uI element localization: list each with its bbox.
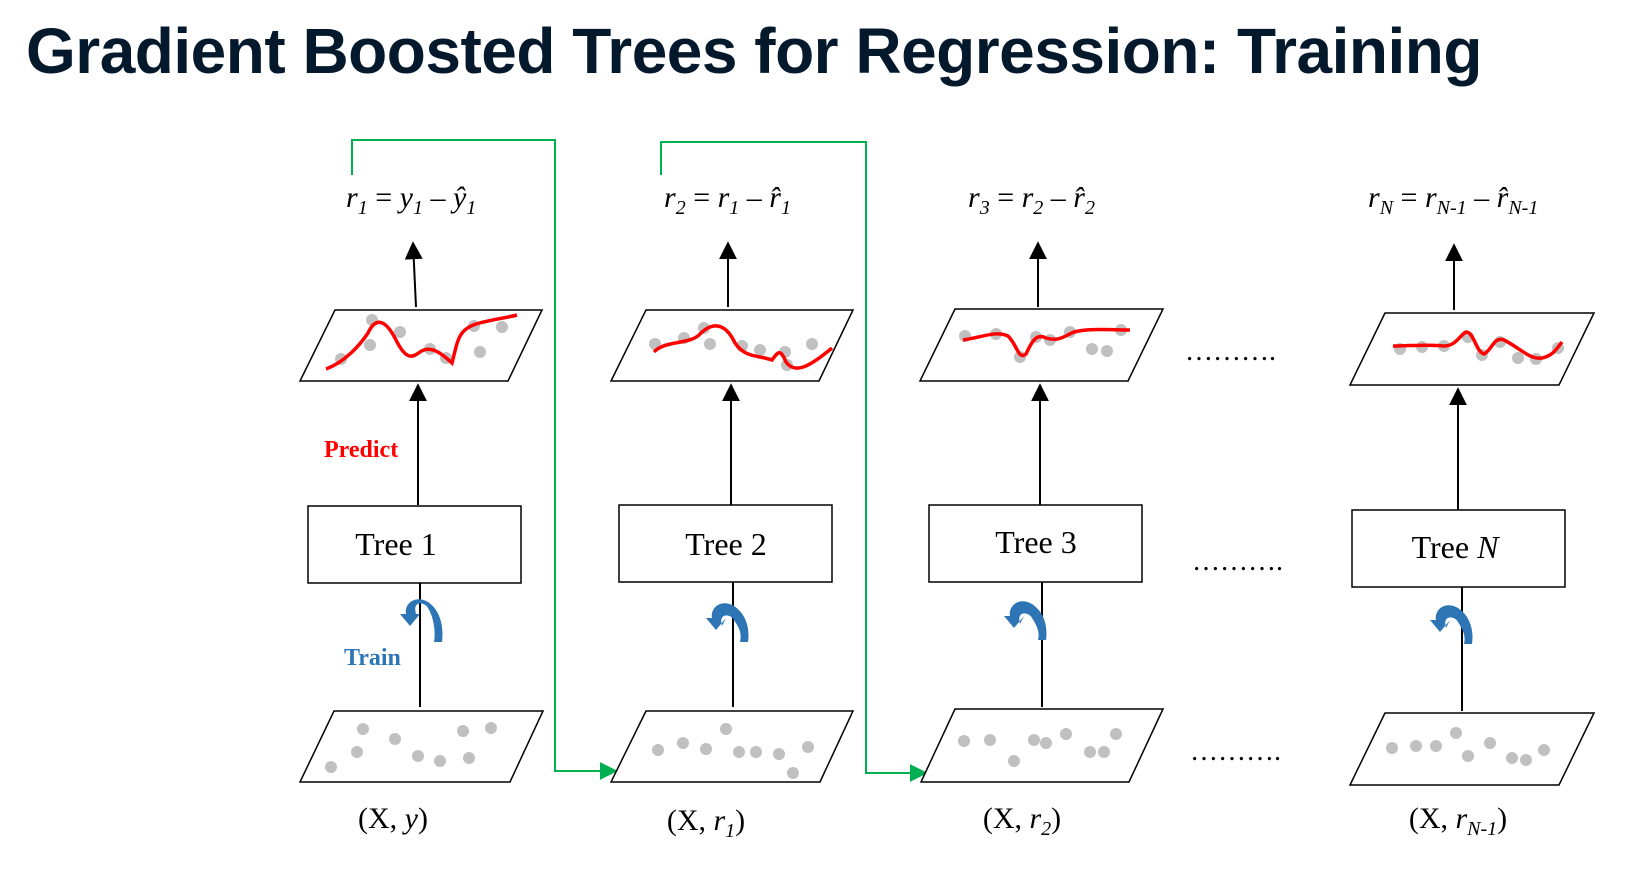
up-arrow	[404, 241, 423, 308]
tree-box	[928, 504, 1143, 583]
tree-label: Tree N	[1412, 529, 1500, 565]
input-plane	[298, 710, 545, 783]
prediction-curve	[1392, 330, 1564, 360]
stage-n: rN = rN-1 – r̂N-1 Tree N (X, rN-1)	[1348, 181, 1596, 840]
input-points	[958, 728, 1122, 767]
stage-2: r2 = r1 – r̂1 Tree 2 (X, r1)	[609, 181, 855, 842]
input-plane	[1348, 712, 1596, 786]
input-plane	[609, 710, 855, 783]
input-label: (X, r2)	[983, 802, 1061, 840]
prediction-curve	[962, 327, 1131, 358]
ellipsis-input: ……….	[1190, 736, 1281, 767]
tree-box	[618, 504, 833, 583]
residual-formula: rN = rN-1 – r̂N-1	[1368, 181, 1538, 219]
prediction-plane	[298, 309, 544, 382]
predict-label: Predict	[324, 437, 398, 463]
tree-label: Tree 1	[355, 526, 436, 562]
tree-label: Tree 3	[995, 524, 1076, 560]
residual-feedback-arrow-1	[351, 139, 618, 780]
page-title: Gradient Boosted Trees for Regression: T…	[26, 15, 1482, 87]
residual-formula: r3 = r2 – r̂2	[968, 181, 1095, 219]
ellipsis-prediction: ……….	[1185, 336, 1276, 367]
prediction-curve	[652, 324, 834, 370]
prediction-plane	[1348, 312, 1596, 386]
tree-label: Tree 2	[685, 526, 766, 562]
input-points	[1386, 727, 1550, 766]
tree-box	[307, 505, 522, 584]
train-arrow-icon	[400, 599, 443, 642]
input-label: (X, r1)	[667, 804, 745, 842]
input-label: (X, rN-1)	[1409, 802, 1507, 840]
stage-1: r1 = y1 – ŷ1 Predict Tree 1 Train (X, y)	[298, 181, 545, 835]
residual-formula: r2 = r1 – r̂1	[664, 181, 791, 219]
input-points	[652, 723, 814, 779]
train-arrow-icon	[1004, 601, 1047, 640]
ellipsis-tree: ……….	[1192, 546, 1283, 577]
stage-3: r3 = r2 – r̂2 Tree 3 (X, r2)	[918, 181, 1165, 840]
train-arrow-icon	[706, 603, 749, 642]
input-label: (X, y)	[358, 802, 428, 835]
train-arrow-icon	[1430, 605, 1473, 644]
train-label: Train	[344, 645, 401, 671]
prediction-plane	[918, 308, 1165, 382]
residual-formula: r1 = y1 – ŷ1	[346, 181, 476, 219]
prediction-curve	[325, 313, 518, 371]
input-points	[325, 722, 497, 773]
residual-feedback-arrow-2	[660, 141, 928, 782]
tree-box	[1351, 509, 1566, 588]
